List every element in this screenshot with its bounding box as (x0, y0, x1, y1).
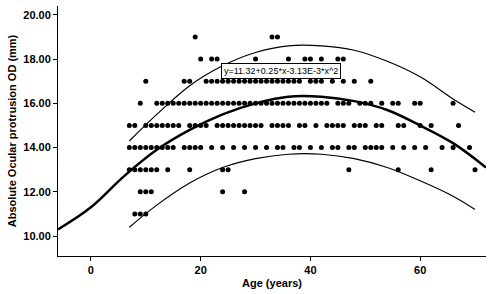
svg-text:0: 0 (88, 264, 94, 276)
svg-text:60: 60 (414, 264, 426, 276)
svg-text:12.00: 12.00 (23, 186, 51, 198)
svg-text:14.00: 14.00 (23, 141, 51, 153)
svg-text:18.00: 18.00 (23, 53, 51, 65)
svg-text:y=11.32+0.25*x-3.13E-3*x^2: y=11.32+0.25*x-3.13E-3*x^2 (224, 66, 338, 76)
svg-text:Absolute Ocular protrusion OD: Absolute Ocular protrusion OD (mm) (6, 34, 18, 227)
svg-text:40: 40 (304, 264, 316, 276)
svg-text:Age (years): Age (years) (242, 277, 302, 289)
svg-text:16.00: 16.00 (23, 97, 51, 109)
svg-text:20.00: 20.00 (23, 9, 51, 21)
svg-text:10.00: 10.00 (23, 230, 51, 242)
svg-text:20: 20 (195, 264, 207, 276)
